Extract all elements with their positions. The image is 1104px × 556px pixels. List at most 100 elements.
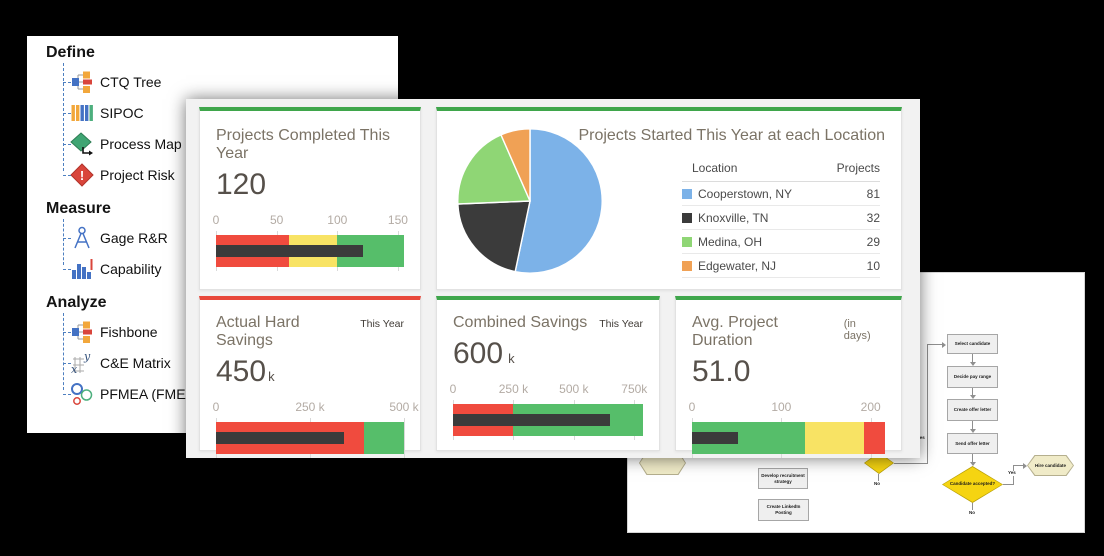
flow-edge	[927, 344, 942, 345]
flow-node-linkedin-posting[interactable]: Create LinkedIn Posting	[758, 499, 809, 521]
edge-label-no: No	[874, 481, 880, 486]
legend-row: Edgewater, NJ 10	[682, 254, 880, 278]
kpi-suffix: k	[508, 351, 515, 366]
legend-header-row: Location Projects	[682, 155, 880, 182]
arrowhead-icon	[969, 362, 976, 366]
arrowhead-icon	[1023, 462, 1027, 469]
tree-item-gage-rr[interactable]: Gage R&R	[63, 222, 398, 253]
card-title: Avg. Project Duration	[692, 314, 778, 349]
tree-connector-line	[63, 313, 64, 390]
edge-label-no: No	[969, 510, 975, 515]
dashboard-panel: Projects Completed This Year 120 0 50 100 1…	[186, 99, 920, 458]
flow-node-develop-strategy[interactable]: Develop recruitment strategy	[758, 468, 808, 489]
card-title: Combined Savings	[453, 314, 588, 331]
tree-item-project-risk[interactable]: ! Project Risk	[63, 159, 398, 190]
sipoc-icon	[70, 101, 94, 125]
legend-chip	[682, 212, 692, 223]
pie-slice	[457, 200, 531, 273]
tree-item-sipoc[interactable]: SIPOC	[63, 97, 398, 128]
flow-edge	[1003, 484, 1014, 485]
svg-text:!: !	[80, 168, 84, 183]
period-label: This Year	[599, 318, 643, 330]
flow-edge	[972, 388, 973, 395]
unit-label: (in days)	[843, 318, 871, 342]
kpi-suffix: k	[268, 369, 275, 384]
legend-value: 81	[866, 186, 880, 201]
section-analyze-header: Analyze	[46, 294, 107, 311]
ce-matrix-icon: y x	[70, 350, 94, 376]
card-combined-savings: Combined Savings This Year 600 k 0 250 k 50…	[436, 296, 660, 451]
tree-item-ce-matrix[interactable]: y x C&E Matrix	[63, 347, 398, 378]
bullet-chart-projects-completed: 0 50 100 150	[213, 213, 408, 271]
tree-item-label: CTQ Tree	[100, 73, 162, 90]
fishbone-icon	[70, 320, 94, 344]
period-label: This Year	[360, 318, 404, 330]
tree-item-label: Project Risk	[100, 166, 175, 183]
section-measure-header: Measure	[46, 200, 111, 217]
flow-node-candidate-accepted[interactable]: Candidate accepted?	[942, 466, 1003, 503]
legend-row: Cooperstown, NY 81	[682, 182, 880, 206]
define-items: CTQ Tree SIPOC P	[46, 63, 398, 190]
card-title: Projects Completed This Year	[216, 127, 390, 162]
project-risk-icon: !	[70, 162, 94, 187]
tree-item-pfmea[interactable]: PFMEA (FMEA)	[63, 378, 398, 409]
flow-node-create-offer-letter[interactable]: Create offer letter	[947, 399, 998, 421]
arrowhead-icon	[969, 429, 976, 433]
legend-label: Medina, OH	[698, 234, 763, 249]
arrowhead-icon	[942, 341, 946, 348]
legend-chip	[682, 188, 692, 199]
gage-rr-icon	[70, 226, 94, 250]
legend-value: 29	[866, 234, 880, 249]
arrowhead-icon	[969, 462, 976, 466]
flow-node-hire-candidate[interactable]: Hire candidate	[1027, 455, 1074, 476]
flow-node-decide-pay-range[interactable]: Decide pay range	[947, 366, 998, 388]
tree-item-capability[interactable]: Capability	[63, 253, 398, 284]
section-define-header: Define	[46, 44, 95, 61]
bullet-chart-combined-savings: 0 250 k 500 k 750k	[450, 382, 647, 440]
bullet-chart-hard-savings: 0 250 k 500 k	[213, 400, 419, 458]
analyze-items: Fishbone y x C&E Matrix PFMEA (FMEA)	[46, 313, 398, 409]
pie-slice	[457, 133, 532, 205]
svg-text:y: y	[83, 351, 91, 363]
tree-item-label: Fishbone	[100, 323, 158, 340]
legend-chip	[682, 260, 692, 271]
tree-item-label: Gage R&R	[100, 229, 168, 246]
legend-label: Cooperstown, NY	[698, 186, 793, 201]
card-actual-hard-savings: Actual Hard Savings This Year 450 k 0 250 …	[199, 296, 421, 458]
card-projects-completed: Projects Completed This Year 120 0 50 100 1…	[199, 107, 421, 290]
kpi-value: 51.0	[692, 355, 751, 388]
edge-label-yes: Yes	[916, 435, 926, 441]
flow-edge	[878, 474, 879, 481]
tree-item-label: SIPOC	[100, 104, 144, 121]
tree-item-fishbone[interactable]: Fishbone	[63, 316, 398, 347]
pfmea-icon	[70, 382, 94, 406]
flow-node-select-candidate[interactable]: Select candidate	[947, 334, 998, 354]
tree-item-label: Process Map	[100, 135, 182, 152]
svg-text:x: x	[71, 363, 78, 375]
tree-connector-line	[63, 63, 64, 171]
flow-edge	[894, 463, 927, 464]
legend-label: Knoxville, TN	[698, 210, 769, 225]
flow-edge	[1013, 465, 1023, 466]
ctq-tree-icon	[70, 70, 94, 94]
card-avg-project-duration: Avg. Project Duration (in days) 51.0 0 10…	[675, 296, 902, 458]
flow-edge	[972, 454, 973, 462]
flow-node-send-offer-letter[interactable]: Send offer letter	[947, 433, 998, 454]
bullet-chart-duration: 0 100 200	[689, 400, 885, 458]
tree-item-label: PFMEA (FMEA)	[100, 385, 200, 402]
legend-row: Medina, OH 29	[682, 230, 880, 254]
tree-item-ctq-tree[interactable]: CTQ Tree	[63, 66, 398, 97]
legend-label: Edgewater, NJ	[698, 258, 777, 273]
arrowhead-icon	[969, 395, 976, 399]
tree-item-label: Capability	[100, 260, 162, 277]
pie-slice	[500, 128, 531, 202]
flow-edge	[927, 344, 928, 464]
flow-edge	[972, 421, 973, 429]
capability-icon	[70, 257, 94, 281]
tree-item-label: C&E Matrix	[100, 354, 171, 371]
tree-item-process-map[interactable]: Process Map	[63, 128, 398, 159]
pie-chart	[457, 128, 603, 274]
edge-label-yes: Yes	[1007, 470, 1017, 476]
kpi-value: 600	[453, 337, 504, 370]
